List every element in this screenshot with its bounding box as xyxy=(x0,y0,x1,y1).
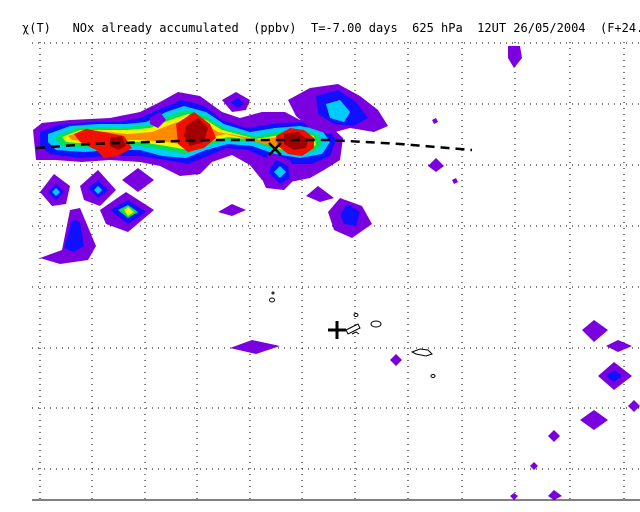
coastline-outline xyxy=(269,291,436,378)
dotted-grid xyxy=(32,42,640,500)
plus-marker xyxy=(328,321,346,339)
dashed-trajectory-line xyxy=(35,138,473,152)
nox-blobs-lower-right xyxy=(230,320,640,500)
cross-x-marker xyxy=(268,142,282,156)
nox-blobs-lower-left xyxy=(40,46,522,264)
plot-title: χ(T) NOx already accumulated (ppbv) T=-7… xyxy=(22,21,640,35)
nox-plume-upper-right xyxy=(150,84,388,134)
